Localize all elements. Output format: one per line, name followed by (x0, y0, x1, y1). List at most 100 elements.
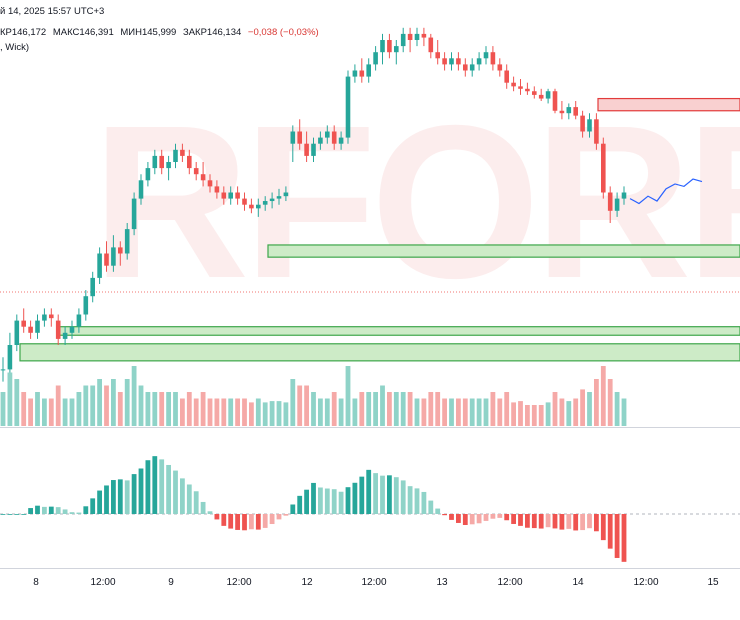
x-tick-9: 9 (168, 577, 174, 588)
support-zone (57, 326, 740, 336)
x-tick-noon-12: 12:00 (361, 577, 387, 588)
volume-bar (311, 392, 316, 426)
oscillator-bar (594, 514, 599, 532)
volume-bar (276, 401, 282, 426)
oscillator-bar (48, 506, 54, 514)
oscillator-bar (262, 514, 268, 528)
candle-body (276, 196, 282, 199)
oscillator-bar (352, 482, 358, 514)
volume-bar (331, 392, 337, 426)
oscillator-bar (559, 514, 565, 530)
volume-bar (607, 379, 613, 426)
oscillator-bar (359, 476, 365, 514)
volume-bar (228, 398, 234, 426)
oscillator-bar (55, 507, 61, 514)
candle-body (449, 58, 454, 65)
volume-bar (55, 385, 61, 426)
oscillator-bar (345, 487, 351, 514)
support-zone (267, 244, 740, 258)
candle-body (69, 326, 75, 333)
volume-bar (69, 398, 75, 426)
volume-bar (28, 398, 33, 426)
oscillator-bar (131, 474, 137, 514)
candle-body (297, 131, 302, 144)
volume-bar (14, 379, 20, 426)
x-tick-13: 13 (436, 577, 448, 588)
oscillator-bar (173, 470, 178, 514)
x-tick-12: 12 (301, 577, 313, 588)
volume-bar (304, 385, 309, 426)
volume-bar (131, 366, 137, 426)
oscillator-bar (283, 514, 289, 516)
volume-bar (462, 398, 468, 426)
candle-body (566, 107, 572, 114)
oscillator-bar (338, 491, 344, 514)
volume-bar (469, 398, 475, 426)
oscillator-bar (504, 514, 510, 521)
candle-body (269, 198, 275, 202)
candle-body (394, 46, 399, 53)
volume-bar (497, 398, 503, 426)
prev-close-value: КР146,172 (0, 27, 47, 38)
candle-body (400, 33, 406, 47)
volume-bar (352, 398, 358, 426)
volume-bar (483, 398, 489, 426)
oscillator-bar (483, 514, 489, 521)
volume-bar (290, 379, 296, 426)
x-tick-14: 14 (572, 577, 584, 588)
volume-bar (48, 398, 54, 426)
volume-bar (111, 379, 116, 426)
candle-body (83, 296, 89, 315)
oscillator-bar (573, 514, 579, 531)
volume-bar (97, 379, 102, 426)
pane-separator-volume[interactable] (0, 427, 740, 428)
volume-bar (104, 385, 109, 426)
oscillator-bar (621, 514, 627, 562)
volume-bar (207, 398, 213, 426)
oscillator-bar (90, 498, 96, 514)
volume-bar (511, 402, 516, 426)
volume-bar (83, 385, 89, 426)
oscillator-bar (117, 479, 123, 514)
candle-body (187, 155, 192, 169)
oscillator-bar (580, 514, 585, 531)
volume-bar (525, 405, 530, 426)
oscillator-bar (207, 511, 213, 514)
candle-body (407, 33, 413, 40)
volume-bar (587, 392, 592, 426)
candle-body (200, 174, 206, 181)
volume-bar (318, 398, 323, 426)
candle-body (166, 162, 171, 169)
oscillator-bar (180, 478, 185, 514)
oscillator-bar (331, 489, 337, 514)
volume-bar (200, 392, 206, 426)
volume-bar (235, 398, 240, 426)
candle-body (545, 91, 551, 99)
candle-body (97, 253, 102, 278)
oscillator-bar (304, 489, 309, 514)
candle-body (249, 204, 254, 209)
oscillator-bar (600, 514, 606, 541)
candle-body (304, 143, 309, 156)
candle-body (387, 40, 392, 53)
oscillator-bar (145, 460, 151, 514)
ohlc-row: КР146,172 МАКС146,391 МИН145,999 ЗАКР146… (0, 27, 323, 38)
close-value: ЗАКР146,134 (182, 27, 242, 38)
candle-body (352, 70, 358, 77)
oscillator-bar (518, 514, 523, 526)
high-value: МАКС146,391 (52, 27, 114, 38)
volume-bar (387, 392, 392, 426)
candle-body (366, 64, 371, 77)
oscillator-bar (221, 514, 227, 526)
volume-bar (393, 392, 399, 426)
x-tick-noon-14: 12:00 (633, 577, 659, 588)
header-date: й 14, 2025 15:57 UTC+3 (0, 6, 108, 17)
volume-bar (152, 392, 158, 426)
candle-body (0, 369, 6, 371)
volume-bar (297, 385, 303, 426)
oscillator-bar (476, 514, 482, 524)
oscillator-bar (566, 514, 572, 529)
volume-bar (504, 392, 510, 426)
candle-body (601, 143, 606, 193)
